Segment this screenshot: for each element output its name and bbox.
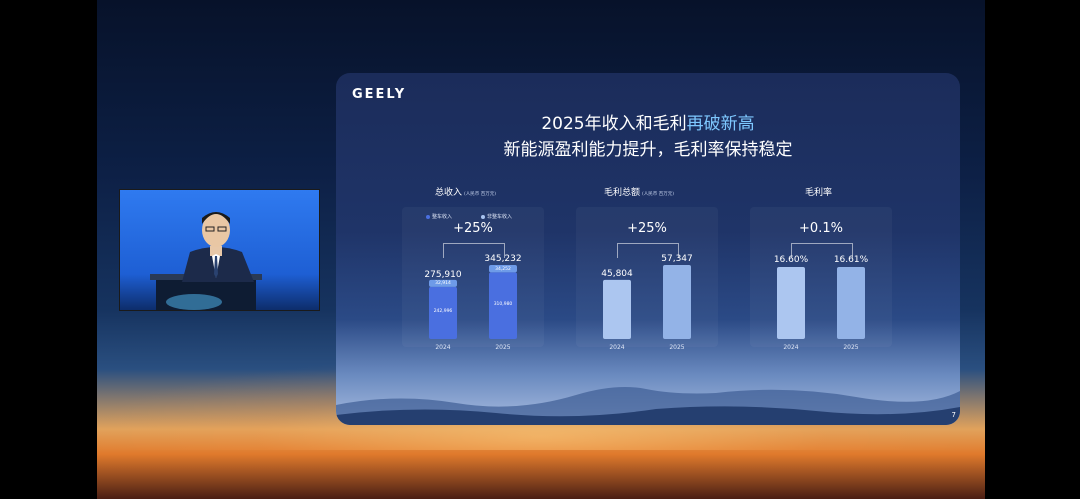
speaker-figure [150, 212, 262, 310]
gross-margin-year-2024: 2024 [783, 344, 799, 351]
revenue-title-text: 总收入 [435, 188, 463, 198]
gross-profit-label-2025: 57,347 [661, 254, 693, 264]
revenue-year-2024: 2024 [435, 344, 451, 351]
gross-profit-growth: +25% [627, 221, 667, 236]
revenue-bar-vehicle-2025 [489, 272, 517, 339]
gross-profit-unit-label: (人民币 百万元) [642, 192, 674, 197]
gross-margin-year-2025: 2025 [843, 344, 859, 351]
revenue-year-2025: 2025 [495, 344, 511, 351]
gross-margin-growth: +0.1% [799, 221, 843, 236]
segment-label-vehicle-2024: 242,996 [433, 309, 453, 314]
legend-dot-icon [481, 214, 485, 219]
presentation-slide: GEELY 2025年收入和毛利再破新高 新能源盈利能力提升，毛利率保持稳定 总… [336, 73, 960, 425]
page-number: 7 [951, 411, 956, 419]
gross-margin-bar-2024 [777, 267, 805, 339]
geely-logo: GEELY [352, 87, 407, 102]
revenue-bars [429, 265, 865, 339]
speaker-video-feed [119, 189, 320, 311]
gross-profit-panel [576, 207, 718, 347]
gross-margin-panel [750, 207, 892, 347]
gross-profit-title-text: 毛利总额 [604, 188, 641, 198]
gross-profit-bar-2025 [663, 265, 691, 339]
segment-label-nonvehicle-2025: 34,252 [495, 267, 511, 272]
revenue-growth-bracket [443, 243, 505, 258]
gross-profit-growth-bracket [617, 243, 679, 258]
revenue-bar-nonvehicle-2025 [489, 265, 517, 273]
gross-profit-year-2025: 2025 [669, 344, 685, 351]
legend-label: 整车收入 [432, 214, 453, 220]
gross-margin-label-2025: 16.61% [833, 255, 869, 265]
segment-label-nonvehicle-2024: 32,914 [435, 281, 451, 286]
gross-margin-label-2024: 16.60% [773, 255, 809, 265]
legend-dot-icon [426, 214, 430, 219]
gross-profit-panel-title: 毛利总额 (人民币 百万元) [604, 185, 674, 198]
revenue-total-2024: 275,910 [424, 270, 462, 280]
legend-vehicle-revenue: 整车收入 [426, 213, 452, 220]
gross-profit-bar-2024 [603, 279, 631, 339]
mountain-silhouette [336, 387, 960, 425]
revenue-total-2025: 345,232 [484, 254, 522, 264]
gross-margin-bar-2025 [837, 267, 865, 339]
slide-subtitle: 新能源盈利能力提升，毛利率保持稳定 [503, 140, 793, 160]
gross-margin-title-text: 毛利率 [805, 188, 833, 198]
gross-profit-year-2024: 2024 [609, 344, 625, 351]
gross-margin-growth-bracket [791, 243, 853, 258]
revenue-bar-vehicle-2024 [429, 286, 457, 339]
gross-margin-panel-title: 毛利率 [805, 185, 832, 198]
revenue-panel [402, 207, 544, 347]
revenue-unit-label: (人民币 百万元) [464, 192, 496, 197]
gross-profit-label-2024: 45,804 [601, 269, 633, 279]
revenue-panel-title: 总收入 (人民币 百万元) [435, 185, 496, 198]
slide-title: 2025年收入和毛利再破新高 [336, 109, 960, 134]
segment-label-vehicle-2025: 310,980 [493, 302, 513, 307]
title-main-text: 2025年收入和毛利 [541, 114, 687, 134]
revenue-growth: +25% [453, 221, 493, 236]
title-highlight-text: 再破新高 [686, 114, 755, 134]
legend-label: 非整车收入 [487, 214, 513, 220]
revenue-bar-nonvehicle-2024 [429, 279, 457, 287]
legend-non-vehicle-revenue: 非整车收入 [481, 213, 512, 220]
